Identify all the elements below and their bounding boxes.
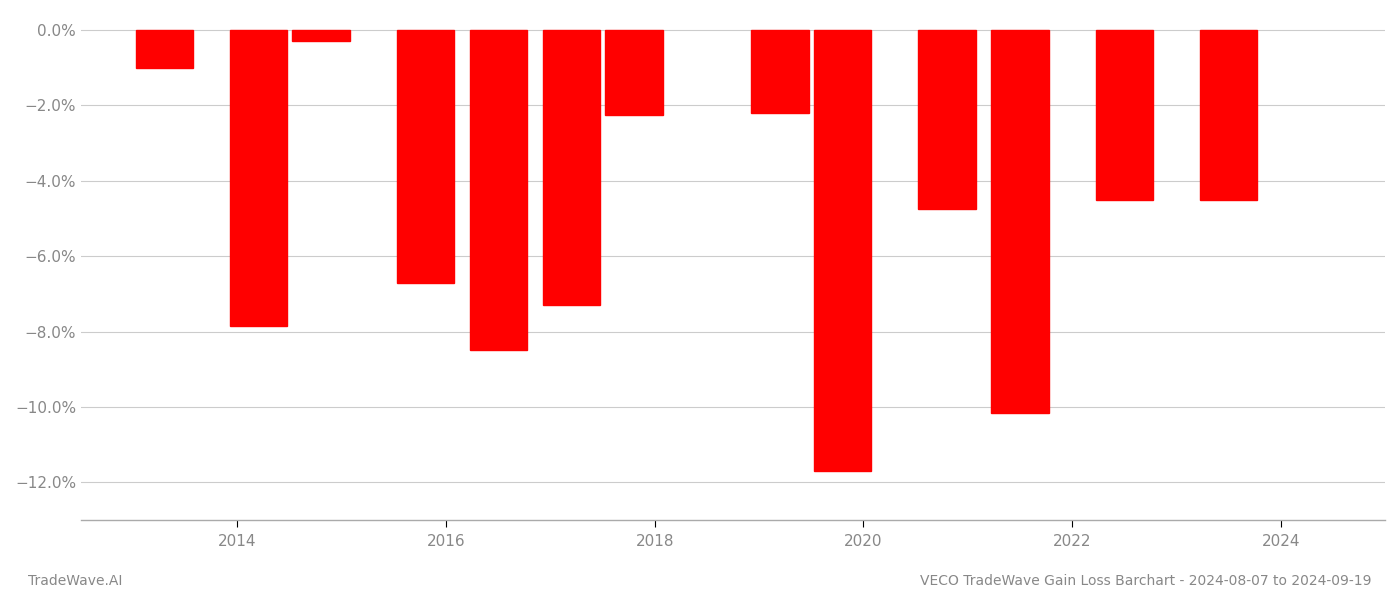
Bar bbox=[136, 30, 193, 68]
Bar bbox=[991, 30, 1049, 413]
Bar bbox=[1200, 30, 1257, 200]
Bar bbox=[230, 30, 287, 326]
Bar bbox=[543, 30, 601, 305]
Bar bbox=[813, 30, 871, 471]
Text: TradeWave.AI: TradeWave.AI bbox=[28, 574, 122, 588]
Bar bbox=[605, 30, 662, 115]
Bar bbox=[1096, 30, 1152, 200]
Bar bbox=[396, 30, 454, 283]
Bar bbox=[293, 30, 350, 41]
Bar bbox=[469, 30, 526, 350]
Bar bbox=[752, 30, 809, 113]
Bar bbox=[918, 30, 976, 209]
Text: VECO TradeWave Gain Loss Barchart - 2024-08-07 to 2024-09-19: VECO TradeWave Gain Loss Barchart - 2024… bbox=[921, 574, 1372, 588]
